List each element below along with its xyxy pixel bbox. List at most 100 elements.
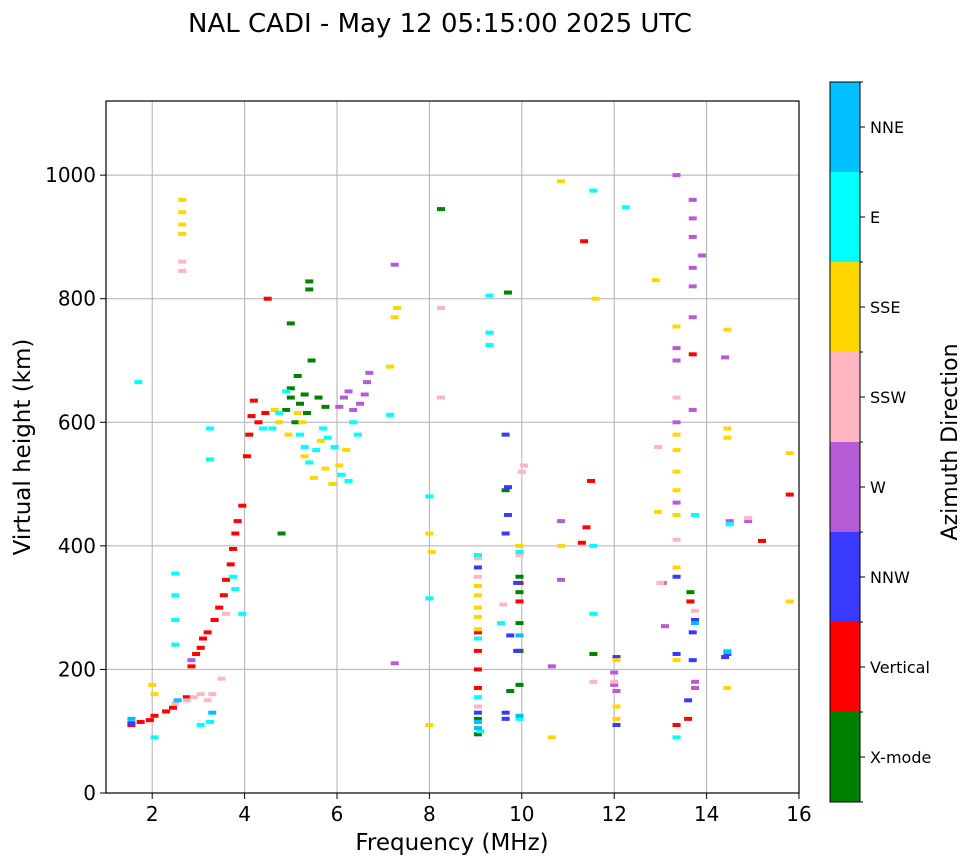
data-point bbox=[672, 358, 681, 363]
data-point bbox=[580, 239, 589, 244]
data-point bbox=[208, 710, 217, 715]
data-point bbox=[192, 651, 201, 656]
data-point bbox=[503, 290, 512, 295]
y-tick-label: 0 bbox=[83, 781, 96, 805]
data-point bbox=[515, 590, 524, 595]
data-point bbox=[425, 723, 434, 728]
data-point bbox=[337, 472, 346, 477]
chart-title: NAL CADI - May 12 05:15:00 2025 UTC bbox=[188, 9, 692, 39]
colorbar-tick-label: NNE bbox=[870, 118, 904, 137]
data-point bbox=[672, 500, 681, 505]
data-point bbox=[672, 324, 681, 329]
data-point bbox=[349, 407, 358, 412]
data-point bbox=[672, 173, 681, 178]
colorbar-segment bbox=[830, 82, 860, 172]
data-point bbox=[473, 593, 482, 598]
y-tick-label: 600 bbox=[58, 410, 96, 434]
data-point bbox=[219, 593, 228, 598]
data-point bbox=[589, 543, 598, 548]
data-point bbox=[473, 584, 482, 589]
data-point bbox=[785, 451, 794, 456]
data-point bbox=[744, 519, 753, 524]
data-point bbox=[672, 469, 681, 474]
data-point bbox=[672, 565, 681, 570]
data-points bbox=[127, 173, 794, 740]
data-point bbox=[621, 205, 630, 210]
data-point bbox=[178, 210, 187, 215]
data-point bbox=[688, 630, 697, 635]
data-point bbox=[162, 709, 171, 714]
colorbar-frame bbox=[829, 81, 861, 803]
data-point bbox=[661, 624, 670, 629]
azimuth-colorbar: X-mode Vertical NNW W SSW SSE E NNE bbox=[829, 81, 931, 803]
data-point bbox=[247, 414, 256, 419]
data-point bbox=[557, 577, 566, 582]
data-point bbox=[344, 389, 353, 394]
data-point bbox=[353, 432, 362, 437]
x-tick-label: 14 bbox=[694, 802, 719, 826]
data-point bbox=[393, 305, 402, 310]
data-point bbox=[473, 685, 482, 690]
data-point bbox=[309, 475, 318, 480]
data-point bbox=[501, 716, 510, 721]
data-point bbox=[557, 543, 566, 548]
data-point bbox=[473, 667, 482, 672]
data-point bbox=[205, 719, 214, 724]
data-point bbox=[656, 580, 665, 585]
data-point bbox=[286, 321, 295, 326]
data-point bbox=[582, 525, 591, 530]
data-point bbox=[589, 651, 598, 656]
data-point bbox=[171, 701, 180, 706]
colorbar-tick-label: Vertical bbox=[870, 658, 930, 677]
data-point bbox=[171, 618, 180, 622]
data-point bbox=[282, 407, 291, 412]
data-point bbox=[473, 732, 482, 737]
data-point bbox=[319, 426, 328, 431]
data-point bbox=[499, 602, 508, 607]
data-point bbox=[557, 179, 566, 184]
colorbar-label: Azimuth Direction bbox=[938, 343, 963, 540]
data-point bbox=[150, 713, 159, 718]
plot-area bbox=[105, 100, 800, 794]
data-point bbox=[196, 723, 205, 728]
data-point bbox=[284, 432, 293, 437]
data-point bbox=[744, 516, 753, 521]
data-point bbox=[314, 395, 323, 400]
data-point bbox=[476, 729, 485, 734]
data-point bbox=[473, 710, 482, 715]
data-point bbox=[305, 279, 314, 284]
data-point bbox=[691, 618, 700, 622]
data-point bbox=[654, 509, 663, 514]
data-point bbox=[178, 197, 187, 202]
data-point bbox=[589, 611, 598, 616]
data-point bbox=[515, 716, 524, 721]
data-point bbox=[300, 392, 309, 397]
data-point bbox=[171, 642, 180, 647]
x-tick-label: 2 bbox=[146, 802, 159, 826]
data-point bbox=[302, 411, 311, 416]
data-point bbox=[610, 682, 619, 687]
data-point bbox=[672, 432, 681, 437]
data-point bbox=[688, 352, 697, 357]
data-point bbox=[612, 655, 621, 660]
data-point bbox=[335, 404, 344, 409]
data-point bbox=[697, 253, 706, 258]
data-point bbox=[436, 305, 445, 310]
colorbar-segment bbox=[830, 262, 860, 352]
data-point bbox=[222, 577, 231, 582]
colorbar-segment bbox=[830, 622, 860, 712]
data-point bbox=[286, 386, 295, 391]
data-point bbox=[515, 621, 524, 626]
data-point bbox=[473, 627, 482, 632]
data-point bbox=[291, 420, 300, 425]
data-point bbox=[515, 553, 524, 558]
data-point bbox=[515, 713, 524, 718]
data-point bbox=[591, 296, 600, 301]
colorbar-segment bbox=[830, 442, 860, 532]
data-point bbox=[501, 432, 510, 437]
data-point bbox=[189, 695, 198, 700]
data-point bbox=[312, 448, 321, 453]
data-point bbox=[182, 698, 191, 703]
data-point bbox=[270, 407, 279, 412]
plot-frame bbox=[105, 100, 800, 794]
